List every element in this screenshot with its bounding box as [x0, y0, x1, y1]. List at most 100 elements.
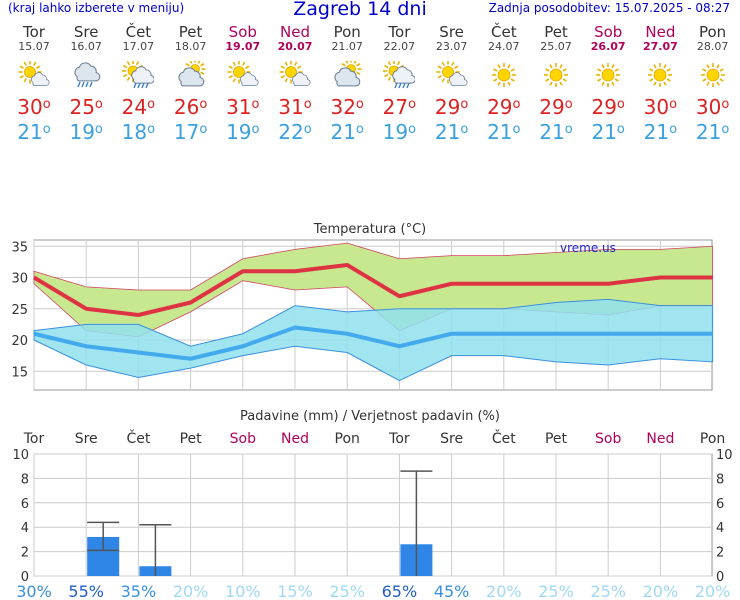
min-temp-line	[33, 325, 713, 361]
x-day-label: Pon	[700, 431, 725, 447]
last-updated: Zadnja posodobitev: 15.07.2025 - 08:27	[488, 1, 730, 15]
day-name: Pet	[178, 23, 203, 41]
day-forecast: Pet 18.07 26o 17o	[165, 24, 217, 145]
sun-icon	[530, 61, 582, 89]
y-tick-label-right: 0	[716, 570, 724, 585]
day-name: Sob	[228, 23, 257, 41]
x-day-label: Sre	[440, 431, 463, 447]
x-day-label: Sob	[595, 431, 621, 447]
max-temp: 29o	[487, 95, 521, 119]
day-date: 18.07	[174, 40, 207, 53]
precip-probability-label: 20%	[643, 582, 679, 600]
day-forecast: Sre 23.07 29o 21o	[426, 24, 478, 145]
day-forecast: Pet 25.07 29o 21o	[530, 24, 582, 145]
y-tick-label-right: 2	[716, 546, 724, 561]
daily-forecast-strip: Tor 15.07 30o 21o Sre 16.07 25o 19o Čet 17.07 24o 1…	[0, 24, 740, 174]
day-date: 23.07	[435, 40, 468, 53]
y-tick-label: 8	[21, 472, 29, 487]
day-name: Pet	[544, 23, 568, 41]
min-temp: 22o	[278, 120, 312, 144]
x-day-label: Čet	[492, 429, 516, 447]
max-temp: 30o	[695, 95, 730, 119]
min-temp: 21o	[434, 120, 469, 144]
page-title: Zagreb 14 dni	[293, 0, 427, 20]
sun-icon	[478, 61, 530, 89]
day-name: Čet	[125, 23, 152, 41]
precip-probability-label: 45%	[434, 582, 470, 600]
min-temp: 19o	[69, 120, 103, 144]
y-tick-label-right: 4	[716, 521, 724, 536]
day-date: 17.07	[122, 40, 155, 53]
day-forecast: Sre 16.07 25o 19o	[60, 24, 112, 145]
day-forecast: Ned 20.07 31o 22o	[269, 24, 321, 145]
precip-probability-label: 10%	[225, 582, 261, 600]
y-tick-label: 35	[11, 240, 28, 255]
day-name: Sob	[594, 23, 623, 41]
x-day-label: Tor	[388, 431, 410, 447]
day-forecast: Sob 19.07 31o 19o	[217, 24, 269, 145]
y-tick-label: 15	[11, 365, 28, 380]
x-day-label: Tor	[23, 431, 45, 447]
sun-cloud-icon	[8, 61, 60, 89]
min-temp: 21o	[487, 120, 521, 144]
y-tick-label-right: 8	[716, 472, 724, 487]
precipitation-plot-area	[33, 453, 713, 577]
max-temp: 27o	[382, 95, 417, 119]
day-name: Pon	[333, 23, 361, 41]
max-temp: 29o	[539, 95, 573, 119]
x-day-label: Ned	[281, 431, 309, 447]
min-temp: 21o	[695, 120, 730, 144]
x-day-label: Pet	[545, 431, 568, 447]
min-temp: 21o	[591, 120, 625, 144]
x-day-label: Čet	[126, 429, 150, 447]
day-date: 19.07	[225, 40, 261, 53]
precip-probability-label: 65%	[382, 582, 418, 600]
sun-rain-icon	[112, 61, 164, 89]
day-forecast: Tor 22.07 27o 19o	[373, 24, 425, 145]
temperature-chart-title: Temperatura (°C)	[313, 222, 426, 237]
x-day-label: Sob	[230, 431, 256, 447]
day-name: Pon	[698, 23, 727, 41]
precip-probability-label: 20%	[173, 582, 209, 600]
day-name: Čet	[491, 23, 517, 41]
y-tick-label: 25	[11, 303, 28, 318]
min-temp: 18o	[121, 120, 156, 144]
day-date: 28.07	[696, 40, 729, 53]
min-temp: 21o	[330, 120, 364, 144]
cloud-sun-icon	[321, 61, 373, 89]
y-tick-label: 4	[21, 521, 29, 536]
min-temp: 19o	[226, 120, 260, 144]
sun-icon	[687, 61, 739, 89]
precipitation-chart-title: Padavine (mm) / Verjetnost padavin (%)	[240, 409, 500, 424]
y-tick-label: 2	[21, 546, 29, 561]
precip-probability-label: 55%	[68, 582, 104, 600]
day-date: 15.07	[18, 40, 50, 53]
sun-icon	[582, 61, 634, 89]
max-temp: 32o	[330, 95, 364, 119]
x-day-label: Pon	[335, 431, 360, 447]
precip-probability-label: 25%	[590, 582, 626, 600]
x-day-label: Sre	[75, 431, 98, 447]
location-hint[interactable]: (kraj lahko izberete v meniju)	[8, 1, 185, 15]
day-forecast: Ned 27.07 30o 21o	[634, 24, 686, 145]
max-temp: 30o	[643, 95, 678, 119]
day-date: 24.07	[488, 40, 520, 53]
precip-probability-label: 15%	[277, 582, 313, 600]
day-date: 20.07	[277, 40, 313, 53]
day-name: Tor	[23, 23, 45, 41]
day-name: Tor	[388, 23, 411, 41]
sun-icon	[634, 61, 686, 89]
y-tick-label: 6	[21, 497, 29, 512]
day-forecast: Pon 21.07 32o 21o	[321, 24, 373, 145]
sun-rain-icon	[373, 61, 425, 89]
precip-probability-label: 30%	[16, 582, 52, 600]
day-forecast: Čet 17.07 24o 18o	[112, 24, 164, 145]
day-forecast: Pon 28.07 30o 21o	[687, 24, 739, 145]
rain-cloud-icon	[60, 61, 112, 89]
precip-probability-label: 20%	[695, 582, 731, 600]
precip-probability-label: 25%	[329, 582, 365, 600]
max-temp-line	[32, 263, 713, 317]
x-day-label: Pet	[180, 431, 203, 447]
day-name: Ned	[280, 23, 310, 41]
watermark: vreme.us	[560, 241, 616, 255]
